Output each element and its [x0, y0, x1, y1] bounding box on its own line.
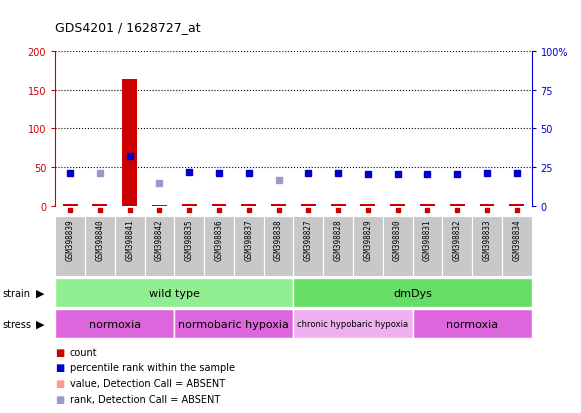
Text: GSM398838: GSM398838 [274, 218, 283, 260]
Text: ▶: ▶ [36, 319, 45, 329]
Text: GSM398832: GSM398832 [453, 218, 462, 260]
Text: chronic hypobaric hypoxia: chronic hypobaric hypoxia [297, 319, 408, 328]
Bar [204, 217, 234, 277]
Bar [413, 309, 532, 339]
Bar [293, 278, 532, 308]
Text: GSM398830: GSM398830 [393, 218, 402, 260]
Text: stress: stress [3, 319, 32, 329]
Text: ▶: ▶ [36, 288, 45, 298]
Bar [301, 205, 315, 206]
Text: GSM398836: GSM398836 [214, 218, 224, 260]
Bar [413, 217, 442, 277]
Bar [182, 205, 196, 206]
Text: ■: ■ [55, 378, 64, 388]
Bar [115, 217, 145, 277]
Bar [122, 80, 137, 206]
Text: GSM398831: GSM398831 [423, 218, 432, 260]
Text: normobaric hypoxia: normobaric hypoxia [178, 319, 289, 329]
Bar [55, 278, 293, 308]
Text: rank, Detection Call = ABSENT: rank, Detection Call = ABSENT [70, 394, 220, 404]
Bar [174, 217, 204, 277]
Text: GSM398835: GSM398835 [185, 218, 193, 260]
Text: percentile rank within the sample: percentile rank within the sample [70, 363, 235, 373]
Text: dmDys: dmDys [393, 288, 432, 298]
Text: GSM398828: GSM398828 [333, 218, 343, 260]
Text: GSM398827: GSM398827 [304, 218, 313, 260]
Text: GSM398842: GSM398842 [155, 218, 164, 260]
Bar [293, 217, 323, 277]
Bar [331, 205, 346, 206]
Bar [479, 205, 494, 206]
Text: GSM398834: GSM398834 [512, 218, 521, 260]
Text: strain: strain [3, 288, 31, 298]
Text: GDS4201 / 1628727_at: GDS4201 / 1628727_at [55, 21, 201, 33]
Bar [55, 217, 85, 277]
Bar [92, 205, 107, 206]
Bar [442, 217, 472, 277]
Bar [353, 217, 383, 277]
Bar [63, 205, 77, 206]
Bar [293, 309, 413, 339]
Bar [323, 217, 353, 277]
Bar [145, 217, 174, 277]
Text: wild type: wild type [149, 288, 200, 298]
Bar [472, 217, 502, 277]
Bar [360, 205, 375, 206]
Text: ■: ■ [55, 394, 64, 404]
Bar [383, 217, 413, 277]
Bar [502, 217, 532, 277]
Text: GSM398839: GSM398839 [66, 218, 74, 260]
Text: GSM398837: GSM398837 [244, 218, 253, 260]
Bar [450, 205, 465, 206]
Text: GSM398829: GSM398829 [363, 218, 372, 260]
Bar [420, 205, 435, 206]
Text: GSM398840: GSM398840 [95, 218, 105, 260]
Bar [510, 205, 524, 206]
Bar [241, 205, 256, 206]
Bar [174, 309, 293, 339]
Text: count: count [70, 347, 98, 357]
Text: normoxia: normoxia [446, 319, 498, 329]
Text: GSM398841: GSM398841 [125, 218, 134, 260]
Text: value, Detection Call = ABSENT: value, Detection Call = ABSENT [70, 378, 225, 388]
Bar [234, 217, 264, 277]
Bar [264, 217, 293, 277]
Bar [55, 309, 174, 339]
Text: ■: ■ [55, 347, 64, 357]
Text: normoxia: normoxia [89, 319, 141, 329]
Bar [390, 205, 405, 206]
Text: GSM398833: GSM398833 [482, 218, 492, 260]
Bar [211, 205, 227, 206]
Text: ■: ■ [55, 363, 64, 373]
Bar [271, 205, 286, 206]
Bar [85, 217, 115, 277]
